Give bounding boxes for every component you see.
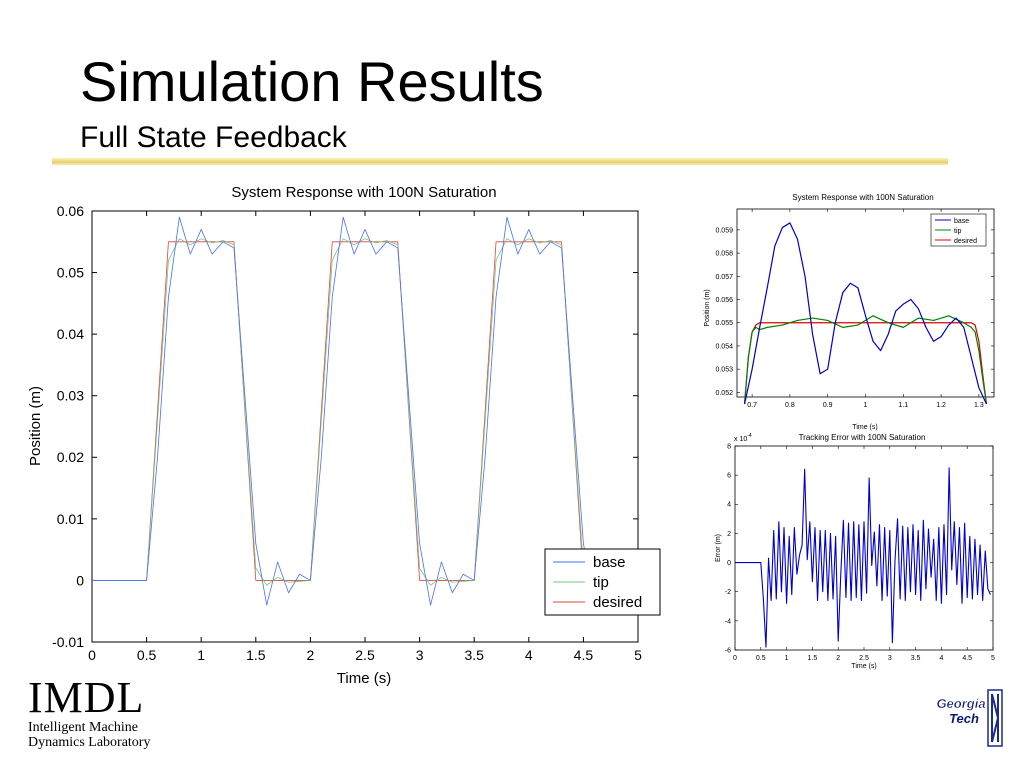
error-plot-frame — [734, 445, 994, 651]
y-tick-label: -0.01 — [52, 634, 84, 650]
zoom-chart-title: System Response with 100N Saturation — [792, 193, 933, 202]
y-tick-label: 0.056 — [715, 297, 733, 304]
error-y-axis-label: Error (m) — [715, 534, 722, 562]
x-tick-label: 4.5 — [962, 655, 972, 662]
x-tick-label: 0.5 — [137, 647, 157, 663]
y-tick-label: -6 — [725, 647, 731, 654]
x-tick-label: 0.9 — [823, 402, 833, 409]
y-tick-label: 4 — [727, 502, 731, 509]
main-legend: base tip desired — [544, 548, 661, 616]
main-chart: System Response with 100N Saturation 0 0.… — [27, 184, 661, 687]
main-y-axis-label: Position (m) — [27, 386, 44, 466]
series-line-base — [743, 222, 987, 405]
legend-tip-label: tip — [593, 574, 609, 591]
y-tick-label: 0.055 — [715, 320, 733, 327]
main-tick-labels: 0 0.5 1 1.5 2 2.5 3 3.5 4 4.5 5-0.0100.010.020.030… — [52, 203, 642, 663]
y-tick-label: 8 — [727, 443, 731, 450]
x-tick-label: 1.2 — [936, 402, 946, 409]
zoom-legend-base-label: base — [954, 218, 969, 225]
y-tick-label: 0.059 — [715, 227, 733, 234]
zoom-tick-labels: 0.7 0.8 0.9 1 1.1 1.2 1.3 0.052 0.053 0.054 0.055 0… — [715, 227, 983, 409]
title-divider — [52, 158, 948, 165]
x-tick-label: 0 — [733, 655, 737, 662]
zoom-chart: System Response with 100N Saturation 0.7… — [704, 193, 995, 431]
zoom-legend: base tip desired — [930, 213, 987, 247]
main-chart-title: System Response with 100N Saturation — [231, 184, 496, 201]
y-tick-label: 6 — [727, 473, 731, 480]
y-tick-label: 0.01 — [57, 511, 84, 527]
x-tick-label: 3 — [416, 647, 424, 663]
zoom-y-axis-label: Position (m) — [704, 289, 711, 326]
imdl-logo-wordmark: IMDL — [28, 673, 145, 722]
gt-logo-line1: Georgia — [936, 696, 985, 711]
x-tick-label: 2 — [836, 655, 840, 662]
x-tick-label: 1 — [785, 655, 789, 662]
y-tick-label: 2 — [727, 531, 731, 538]
georgia-tech-logo: Georgia Tech — [936, 689, 1003, 747]
x-tick-label: 0.8 — [785, 402, 795, 409]
x-tick-label: 5 — [634, 647, 642, 663]
x-tick-label: 1.1 — [898, 402, 908, 409]
legend-desired-label: desired — [593, 594, 642, 611]
x-tick-label: 1.5 — [808, 655, 818, 662]
main-series-lines — [92, 216, 639, 606]
series-line-base — [92, 216, 639, 606]
x-tick-label: 3 — [888, 655, 892, 662]
x-tick-label: 1 — [197, 647, 205, 663]
imdl-logo-line1: Intelligent Machine — [28, 720, 139, 735]
y-tick-label: 0.052 — [715, 390, 733, 397]
error-chart-title: Tracking Error with 100N Saturation — [799, 433, 926, 442]
x-tick-label: 1 — [864, 402, 868, 409]
y-tick-label: 0.04 — [57, 326, 84, 342]
error-tick-labels: 0 0.5 1 1.5 2 2.5 3 3.5 4 4.5 5 -6 -4 -2 0 2 4 6 8 — [725, 443, 995, 662]
y-tick-label: 0.02 — [57, 449, 84, 465]
y-tick-label: 0.053 — [715, 367, 733, 374]
slide-subtitle: Full State Feedback — [80, 121, 347, 154]
y-tick-label: 0.058 — [715, 251, 733, 258]
zoom-legend-tip-label: tip — [954, 228, 962, 235]
error-chart: Tracking Error with 100N Saturation x 10… — [715, 433, 995, 670]
error-y-multiplier: x 10-4 — [734, 433, 752, 443]
x-tick-label: 4 — [939, 655, 943, 662]
y-tick-label: 0.06 — [57, 203, 84, 219]
y-tick-label: -2 — [725, 589, 731, 596]
series-line-error — [735, 467, 991, 648]
error-axis-ticks — [734, 445, 994, 651]
y-tick-label: -4 — [725, 618, 731, 625]
x-tick-label: 2.5 — [859, 655, 869, 662]
x-tick-label: 4.5 — [574, 647, 594, 663]
x-tick-label: 2 — [307, 647, 315, 663]
slide-title: Simulation Results — [80, 50, 544, 113]
x-tick-label: 5 — [991, 655, 995, 662]
x-tick-label: 3.5 — [911, 655, 921, 662]
x-tick-label: 4 — [525, 647, 533, 663]
x-tick-label: 2.5 — [355, 647, 375, 663]
series-line-tip — [92, 238, 639, 586]
y-tick-label: 0 — [76, 572, 84, 588]
imdl-logo: IMDL Intelligent Machine Dynamics Labora… — [28, 673, 178, 751]
zoom-series-lines — [743, 222, 988, 405]
y-tick-label: 0 — [727, 560, 731, 567]
x-tick-label: 1.3 — [974, 402, 984, 409]
x-tick-label: 1.5 — [246, 647, 266, 663]
x-tick-label: 0 — [88, 647, 96, 663]
y-tick-label: 0.054 — [715, 343, 733, 350]
y-tick-label: 0.03 — [57, 388, 84, 404]
y-tick-label: 0.057 — [715, 274, 733, 281]
gt-logo-line2: Tech — [949, 711, 979, 726]
zoom-axis-ticks — [737, 209, 994, 397]
imdl-logo-line2: Dynamics Laboratory — [28, 735, 151, 750]
x-tick-label: 3.5 — [464, 647, 484, 663]
main-axis-ticks — [91, 210, 639, 643]
error-x-axis-label: Time (s) — [851, 663, 876, 670]
zoom-legend-desired-label: desired — [954, 238, 977, 245]
error-series-lines — [735, 467, 991, 648]
main-x-axis-label: Time (s) — [337, 670, 391, 687]
legend-base-label: base — [593, 554, 626, 571]
y-tick-label: 0.05 — [57, 264, 84, 280]
x-tick-label: 0.7 — [747, 402, 757, 409]
zoom-x-axis-label: Time (s) — [852, 424, 877, 431]
x-tick-label: 0.5 — [756, 655, 766, 662]
